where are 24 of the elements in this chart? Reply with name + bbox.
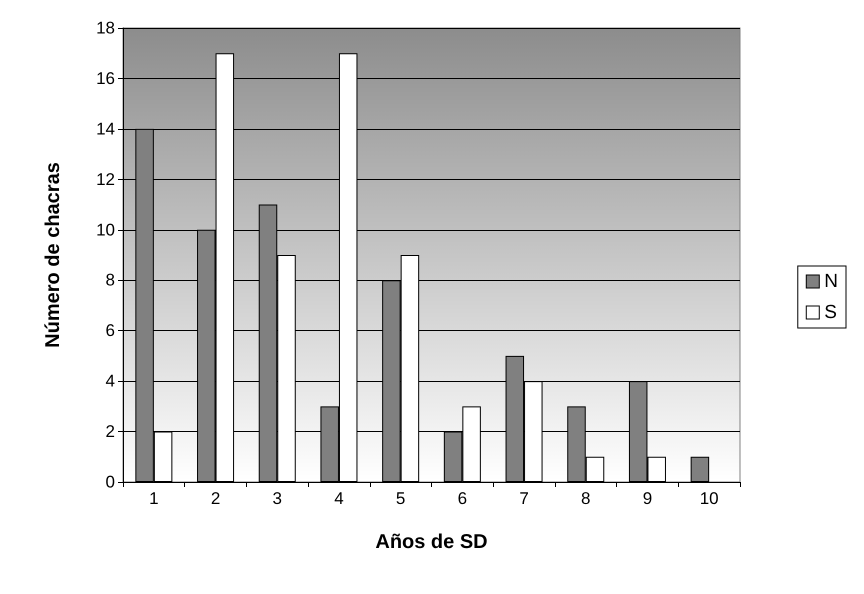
y-tick-label: 4 <box>106 372 115 391</box>
y-tick-label: 0 <box>106 472 115 492</box>
x-tick-label: 6 <box>458 489 468 508</box>
x-tick-label: 9 <box>642 489 652 508</box>
x-tick-label: 10 <box>700 489 719 508</box>
legend-label: N <box>824 271 838 292</box>
y-tick-label: 12 <box>96 170 115 189</box>
y-tick-label: 16 <box>96 68 115 88</box>
x-tick-label: 3 <box>272 489 282 508</box>
legend-label: S <box>824 302 837 323</box>
y-tick-label: 8 <box>106 270 115 290</box>
x-tick-label: 2 <box>210 489 220 508</box>
y-tick-label: 2 <box>106 422 115 442</box>
x-tick-label: 1 <box>149 489 159 508</box>
x-axis-title: Años de SD <box>375 531 488 553</box>
y-tick-label: 6 <box>106 321 115 340</box>
y-tick-label: 18 <box>96 18 115 38</box>
y-axis-title: Número de chacras <box>42 162 64 348</box>
x-tick-label: 7 <box>519 489 529 508</box>
x-tick-label: 8 <box>581 489 590 508</box>
y-tick-label: 14 <box>96 119 115 138</box>
x-tick-label: 5 <box>396 489 406 508</box>
x-tick-label: 4 <box>334 489 344 508</box>
y-tick-label: 10 <box>96 220 115 240</box>
